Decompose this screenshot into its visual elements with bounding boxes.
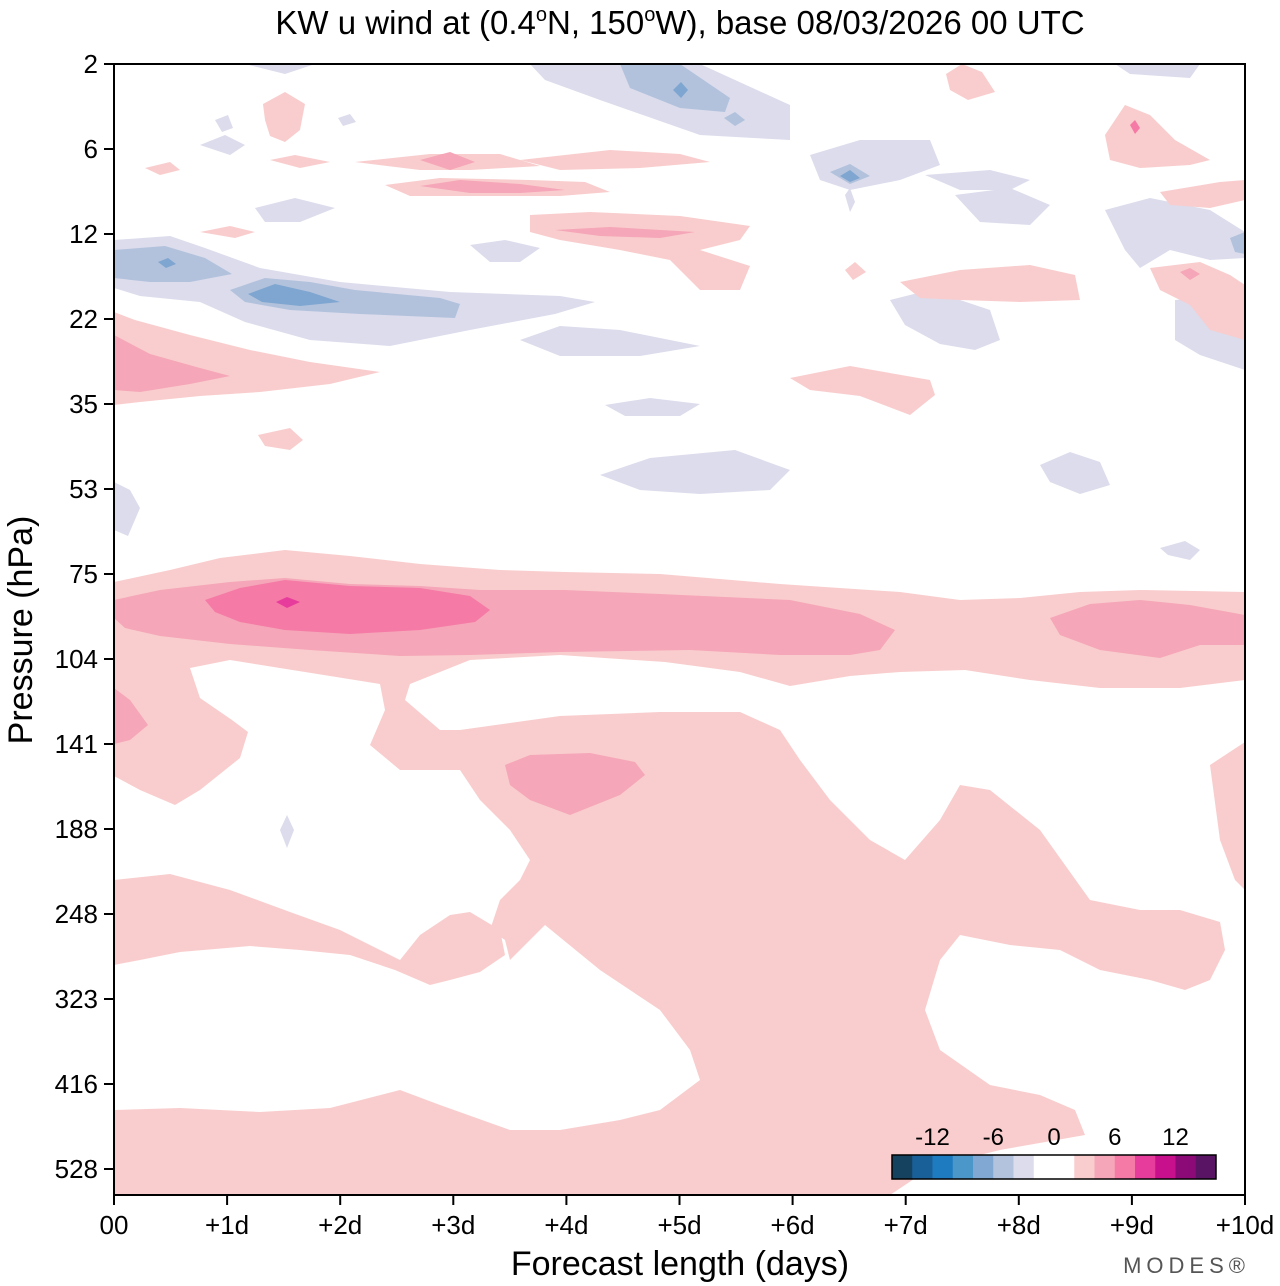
colorbar-bin: [912, 1155, 933, 1179]
colorbar: -12 -6 0 6 12: [891, 1124, 1217, 1180]
x-tick-label: +1d: [205, 1210, 249, 1240]
colorbar-bin: [1114, 1155, 1136, 1179]
x-tick-label: +8d: [997, 1210, 1041, 1240]
y-tick-label: 188: [55, 814, 98, 844]
y-tick-label: 12: [69, 219, 98, 249]
colorbar-bin: [1195, 1155, 1217, 1179]
colorbar-bin: [952, 1155, 974, 1179]
colorbar-bin: [932, 1155, 954, 1179]
y-tick-label: 104: [55, 644, 98, 674]
x-tick-label: +2d: [318, 1210, 362, 1240]
colorbar-bin: [1135, 1155, 1156, 1179]
colorbar-bin: [1155, 1155, 1176, 1179]
colorbar-tick-label: 0: [1047, 1124, 1060, 1151]
positive-light-fill: [114, 64, 1245, 1195]
x-tick-label: +10d: [1216, 1210, 1275, 1240]
x-axis: 00 +1d +2d +3d +4d +5d +6d +7d +8d +9d +10d: [100, 1195, 1275, 1240]
x-tick-label: +7d: [884, 1210, 928, 1240]
y-tick-label: 248: [55, 899, 98, 929]
x-axis-label: Forecast length (days): [511, 1245, 849, 1283]
colorbar-tick-label: -12: [915, 1124, 950, 1151]
y-axis: 2 6 12 22 35 53 75 104 141 188 248 323 416 528: [55, 49, 114, 1184]
y-tick-label: 141: [55, 729, 98, 759]
y-tick-label: 6: [84, 134, 98, 164]
colorbar-tick-label: 6: [1108, 1124, 1121, 1151]
y-tick-label: 323: [55, 984, 98, 1014]
y-tick-label: 53: [69, 474, 98, 504]
colorbar-bin: [993, 1155, 1014, 1179]
colorbar-tick-label: 12: [1162, 1124, 1189, 1151]
colorbar-bin: [1033, 1155, 1055, 1179]
colorbar-bin: [892, 1155, 913, 1179]
x-tick-label: +5d: [657, 1210, 701, 1240]
chart-title: KW u wind at (0.4oN, 150oW), base 08/03/…: [275, 4, 1084, 41]
y-tick-label: 416: [55, 1069, 98, 1099]
y-tick-label: 2: [84, 49, 98, 79]
colorbar-bin: [1013, 1155, 1035, 1179]
colorbar-bin: [1175, 1155, 1197, 1179]
y-axis-label: Pressure (hPa): [2, 516, 40, 745]
y-tick-label: 22: [69, 304, 98, 334]
colorbar-bin: [1054, 1155, 1075, 1179]
x-tick-label: +6d: [771, 1210, 815, 1240]
y-tick-label: 75: [69, 559, 98, 589]
y-tick-label: 35: [69, 389, 98, 419]
colorbar-frame: [891, 1154, 1217, 1180]
x-tick-label: 00: [100, 1210, 129, 1240]
positive-dark-fill: [205, 120, 1140, 634]
colorbar-bin: [1094, 1155, 1116, 1179]
negative-dark-fill: [158, 82, 860, 306]
x-tick-label: +9d: [1110, 1210, 1154, 1240]
positive-deep-fill: [276, 597, 300, 608]
colorbar-tick-label: -6: [983, 1124, 1004, 1151]
contour-fills: [114, 64, 1245, 1195]
colorbar-bin: [1074, 1155, 1095, 1179]
x-tick-label: +4d: [544, 1210, 588, 1240]
x-tick-label: +3d: [431, 1210, 475, 1240]
colorbar-bin: [973, 1155, 994, 1179]
y-tick-label: 528: [55, 1154, 98, 1184]
modes-logo: MODES®: [1123, 1253, 1250, 1278]
